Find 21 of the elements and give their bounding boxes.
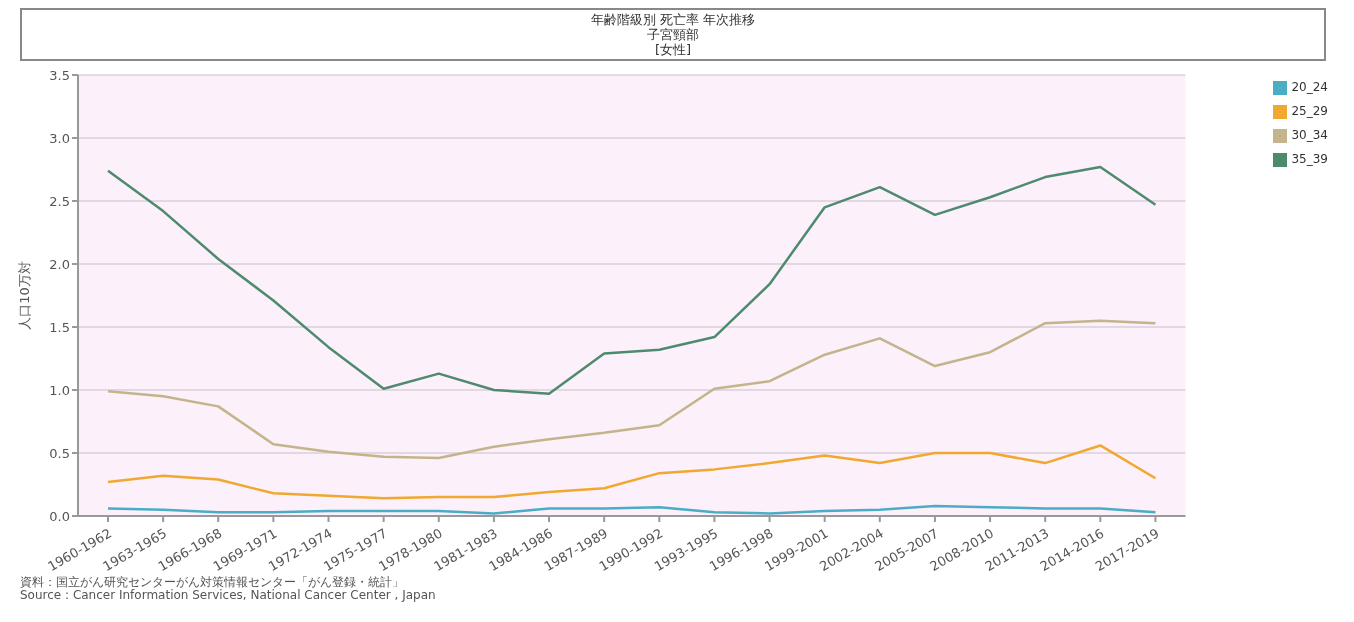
- y-tick-label: 3.0: [49, 130, 70, 146]
- y-tick-label: 2.0: [49, 256, 70, 272]
- text: 資料：国立がん研究センターがん対策情報センター「がん登録・統計」: [20, 575, 405, 589]
- chart-title: 年齢階級別 死亡率 年次推移: [589, 12, 757, 27]
- y-tick-label: 3.5: [49, 67, 70, 83]
- y-tick-label: 0.5: [49, 445, 70, 461]
- line-series: [106, 444, 1157, 500]
- legend-label: 25_29: [1291, 104, 1328, 118]
- legend-label: 35_39: [1291, 152, 1328, 166]
- source-note: Source : Cancer Information Services, National Cancer Center , Japan: [20, 588, 437, 602]
- y-tick-label: 1.0: [49, 382, 70, 398]
- legend-label: 20_24: [1291, 80, 1328, 94]
- y-tick-label: 0.0: [49, 508, 70, 524]
- y-tick-label: 2.5: [49, 193, 70, 209]
- line-series: [106, 319, 1157, 460]
- legend-label: 30_34: [1291, 128, 1328, 142]
- chart-subtitle: 子宮頸部 [女性]: [646, 27, 700, 57]
- line-series: [106, 165, 1157, 396]
- line-series: [106, 504, 1157, 515]
- y-tick-label: 1.5: [49, 319, 70, 335]
- y-axis-title: 人口10万対: [16, 261, 32, 330]
